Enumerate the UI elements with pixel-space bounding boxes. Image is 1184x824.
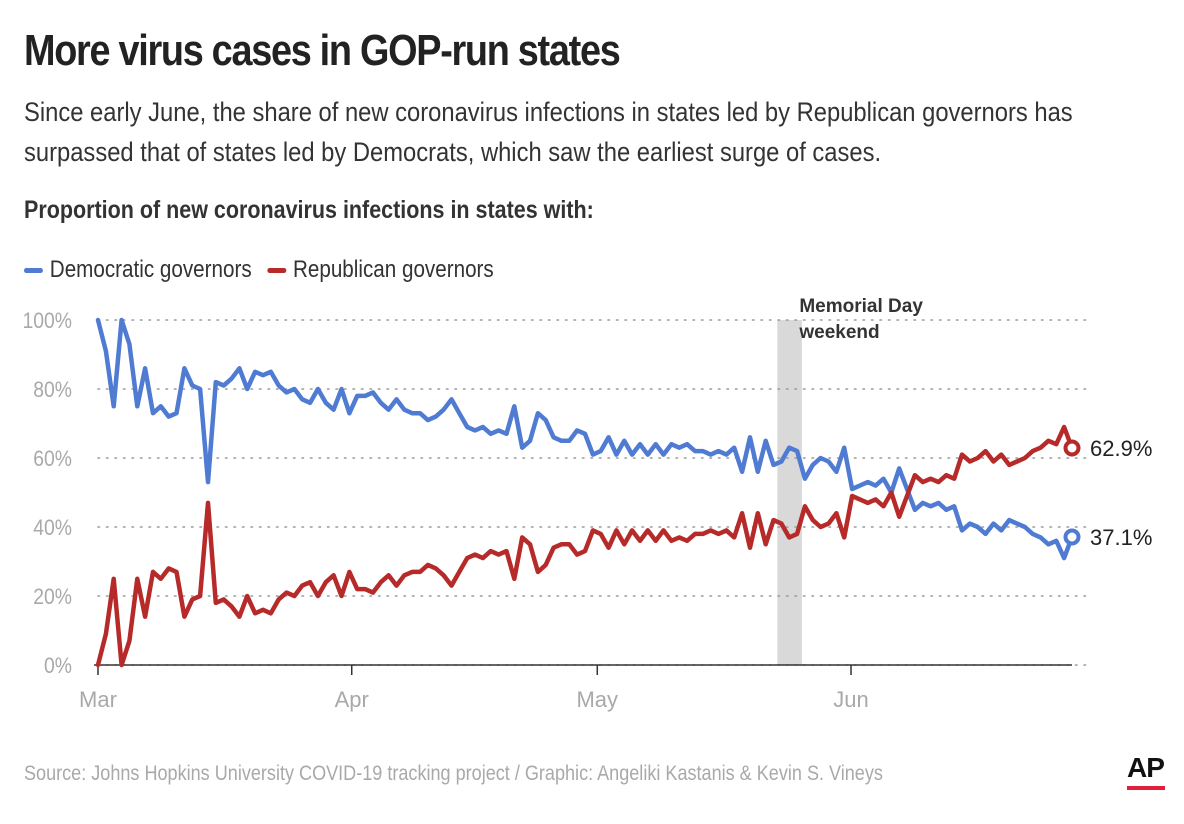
end-label-republican: 62.9%: [1090, 436, 1152, 461]
y-tick-label: 80%: [33, 378, 72, 402]
ap-logo-bar: [1127, 786, 1165, 790]
y-tick-label: 0%: [44, 654, 72, 678]
legend-label-democratic: Democratic governors: [49, 256, 252, 283]
x-tick-label: Apr: [335, 687, 369, 712]
chart-subtitle: Since early June, the share of new coron…: [24, 97, 1073, 167]
annotation-label-line1: Memorial Day: [799, 296, 923, 317]
ap-logo-text: AP: [1127, 752, 1165, 783]
end-marker-democratic: [1063, 528, 1081, 546]
legend: Democratic governors Republican governor…: [24, 256, 509, 284]
legend-item-republican: Republican governors: [267, 256, 494, 284]
ap-logo: AP: [1127, 754, 1165, 790]
y-tick-label: 40%: [33, 516, 72, 540]
y-tick-label: 20%: [33, 585, 72, 609]
legend-label-republican: Republican governors: [292, 256, 494, 283]
legend-swatch-democratic: [24, 267, 43, 273]
end-label-democratic: 37.1%: [1090, 525, 1152, 550]
memorial-day-band: [777, 320, 802, 665]
x-tick-label: May: [576, 687, 618, 712]
legend-swatch-republican: [267, 267, 287, 273]
x-tick-label: Jun: [833, 687, 868, 712]
y-tick-label: 60%: [33, 447, 72, 471]
chart-heading: Proportion of new coronavirus infections…: [24, 196, 594, 224]
line-chart: 100% 80% 60% 40% 20% 0% Mar Apr May Jun Memorial D…: [22, 296, 1152, 712]
legend-item-democratic: Democratic governors: [24, 256, 252, 284]
x-tick-label: Mar: [79, 687, 117, 712]
annotation-label-line2: weekend: [798, 322, 879, 343]
y-tick-label: 100%: [22, 309, 72, 333]
series-line-republican: [95, 424, 1075, 668]
end-marker-republican: [1063, 439, 1081, 457]
source-credit: Source: Johns Hopkins University COVID-1…: [24, 762, 883, 785]
series-line-democratic: [95, 317, 1075, 561]
chart-title: More virus cases in GOP-run states: [24, 26, 621, 75]
